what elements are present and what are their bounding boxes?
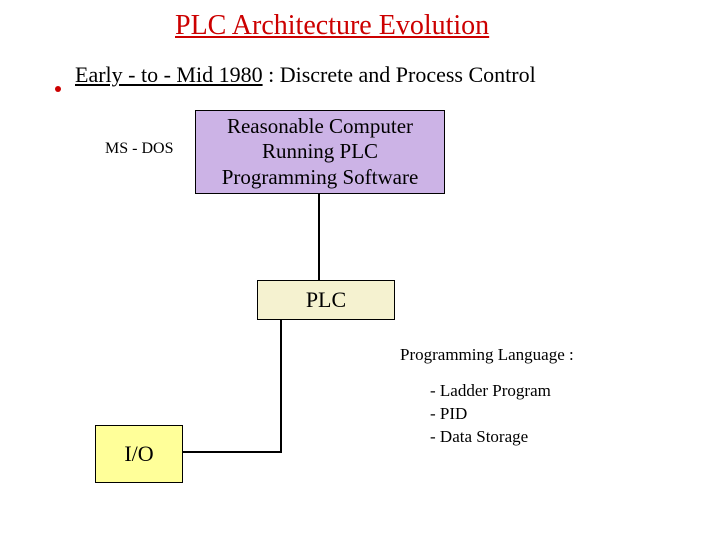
bullet-text: Early - to - Mid 1980 : Discrete and Pro… (75, 62, 536, 88)
connector-plc-down (280, 320, 282, 453)
computer-box-text: Reasonable Computer Running PLC Programm… (222, 114, 419, 190)
page-title: PLC Architecture Evolution (175, 10, 489, 42)
computer-box: Reasonable Computer Running PLC Programm… (195, 110, 445, 194)
io-box-text: I/O (124, 441, 153, 467)
prog-lang-item: - Ladder Program (430, 380, 551, 403)
msdos-label: MS - DOS (105, 140, 173, 158)
prog-lang-header: Programming Language : (400, 345, 574, 365)
bullet-icon (55, 86, 61, 92)
bullet-period: Early - to - Mid 1980 (75, 62, 263, 87)
connector-to-io (183, 451, 282, 453)
prog-lang-list: - Ladder Program - PID - Data Storage (430, 380, 551, 449)
plc-box: PLC (257, 280, 395, 320)
bullet-rest: : Discrete and Process Control (263, 62, 536, 87)
prog-lang-item: - PID (430, 403, 551, 426)
prog-lang-item: - Data Storage (430, 426, 551, 449)
bullet-line: Early - to - Mid 1980 : Discrete and Pro… (55, 62, 536, 88)
io-box: I/O (95, 425, 183, 483)
connector-computer-plc (318, 194, 320, 280)
plc-box-text: PLC (306, 287, 346, 313)
